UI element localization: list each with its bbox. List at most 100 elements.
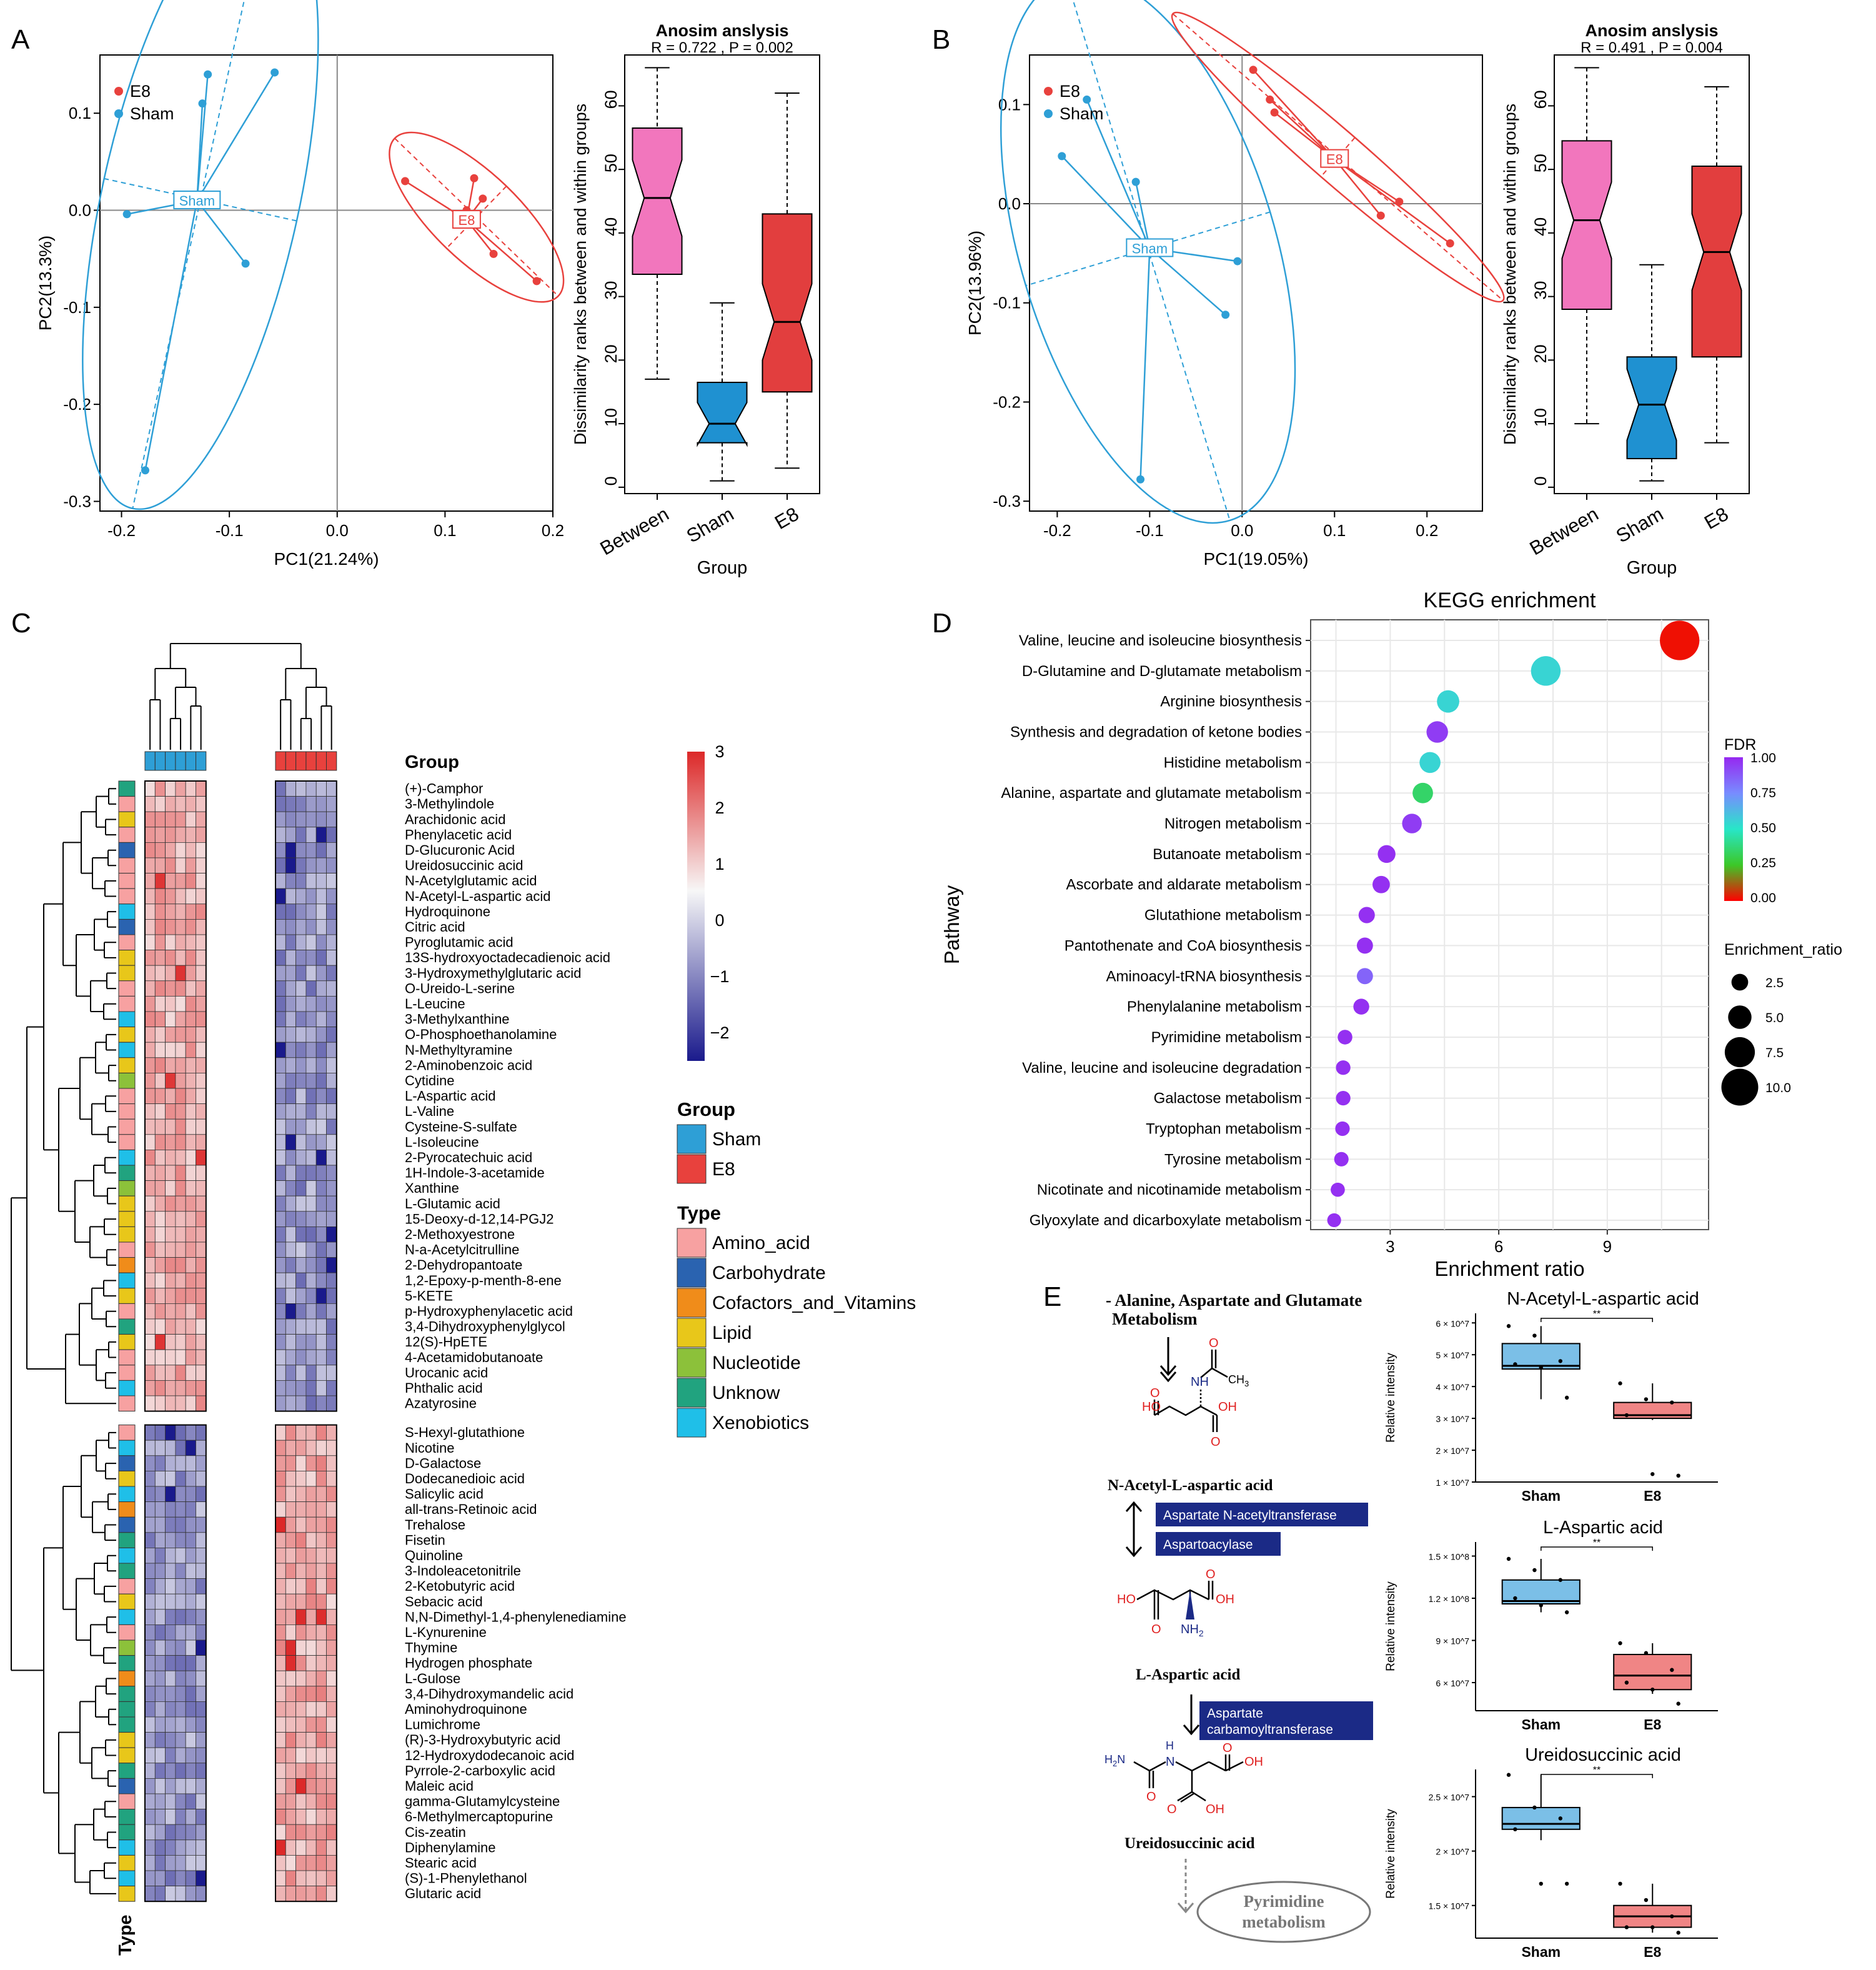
heatmap-cell: [285, 1057, 296, 1073]
heatmap-cell: [285, 1272, 296, 1289]
heatmap-cell: [285, 1195, 296, 1212]
heatmap-cell: [275, 1425, 286, 1441]
y-tick-label: 2.5 × 10^7: [1429, 1793, 1470, 1803]
centroid-label: Sham: [179, 193, 215, 209]
heatmap-cell: [285, 1686, 296, 1702]
atom-o-6: O: [1146, 1790, 1156, 1804]
heatmap-cell: [165, 857, 176, 874]
heatmap-cell: [185, 842, 196, 858]
legend-label: Amino_acid: [712, 1233, 810, 1253]
heatmap-cell: [285, 1563, 296, 1579]
heatmap-cell: [154, 1732, 166, 1748]
heatmap-cell: [295, 1732, 307, 1748]
group-tile-sham: [154, 751, 166, 771]
heatmap-cell: [326, 965, 337, 982]
heatmap-cell: [154, 1303, 166, 1320]
heatmap-cell: [185, 1303, 196, 1320]
heatmap-cell: [315, 1088, 327, 1105]
row-dendrogram: [106, 1616, 116, 1633]
spider-line: [144, 200, 198, 471]
data-point: [1624, 1925, 1629, 1929]
row-dendrogram: [107, 1770, 116, 1787]
row-dendrogram: [104, 1524, 116, 1541]
heatmap-cell: [175, 1886, 186, 1902]
column-dendrogram: [149, 699, 161, 750]
heatmap-cell: [154, 1150, 166, 1166]
heatmap-cell: [175, 1241, 186, 1258]
pathway-label: Valine, leucine and isoleucine degradati…: [1022, 1060, 1302, 1077]
heatmap-cell: [144, 1747, 156, 1764]
heatmap-cell: [315, 1272, 327, 1289]
heatmap-cell: [165, 1103, 176, 1120]
x-tick-label: 0.0: [1231, 521, 1253, 540]
metabolite-label: D-Glucuronic Acid: [405, 842, 515, 858]
type-tile: [118, 827, 136, 843]
heatmap-cell: [165, 903, 176, 920]
heatmap-cell: [196, 1288, 207, 1304]
x-axis-label: Group: [697, 558, 748, 578]
heatmap-cell: [144, 1793, 156, 1810]
heatmap-cell: [326, 1701, 337, 1718]
heatmap-cell: [196, 1778, 207, 1794]
heatmap-cell: [315, 1334, 327, 1350]
heatmap-cell: [154, 1226, 166, 1243]
row-dendrogram: [62, 842, 81, 967]
spider-line: [196, 103, 204, 201]
row-dendrogram: [104, 1157, 116, 1174]
heatmap-cell: [315, 980, 327, 997]
heatmap-cell: [165, 1809, 176, 1825]
heatmap-cell: [175, 1793, 186, 1810]
heatmap-cell: [144, 919, 156, 935]
pathway-label: Ascorbate and aldarate metabolism: [1066, 877, 1302, 893]
pathway-bubble: [1419, 752, 1441, 774]
row-dendrogram: [92, 857, 108, 890]
heatmap-cell: [165, 1455, 176, 1471]
column-dendrogram-root: [169, 643, 302, 669]
heatmap-cell: [154, 1440, 166, 1456]
heatmap-cell: [165, 1578, 176, 1594]
pathway-bubble: [1437, 690, 1459, 713]
heatmap-cell: [175, 1670, 186, 1687]
heatmap-cell: [295, 796, 307, 812]
data-point: [1564, 1881, 1569, 1886]
type-tile: [118, 1072, 136, 1089]
metabolite-label: Sebacic acid: [405, 1594, 483, 1609]
heatmap-cell: [165, 934, 176, 951]
heatmap-cell: [275, 1870, 286, 1887]
metabolite-label: Pyroglutamic acid: [405, 935, 514, 950]
data-point: [1564, 1610, 1569, 1614]
column-dendrogram: [174, 687, 197, 719]
heatmap-cell: [175, 1073, 186, 1089]
data-point: [1644, 1898, 1649, 1903]
heatmap-cell: [315, 1686, 327, 1702]
heatmap-cell: [154, 1272, 166, 1289]
heatmap-cell: [295, 1395, 307, 1412]
heatmap-cell: [154, 1241, 166, 1258]
data-point: [1670, 1400, 1674, 1405]
box-sham: [1626, 356, 1677, 460]
metabolite-label: Nicotine: [405, 1440, 454, 1456]
heatmap-cell: [305, 1165, 317, 1182]
heatmap-cell: [326, 1809, 337, 1825]
heatmap-cell: [326, 1211, 337, 1227]
pathway-bubble: [1377, 845, 1396, 863]
y-tick-label: -0.1: [63, 298, 91, 317]
heatmap-cell: [285, 1425, 296, 1441]
type-tile: [118, 873, 136, 889]
heatmap-cell: [154, 1195, 166, 1212]
heatmap-cell: [165, 1088, 176, 1105]
heatmap-cell: [305, 1501, 317, 1518]
heatmap-cell: [196, 1455, 207, 1471]
pathway-label: Synthesis and degradation of ketone bodi…: [1010, 724, 1302, 741]
heatmap-cell: [285, 1886, 296, 1902]
heatmap-cell: [154, 919, 166, 935]
heatmap-cell: [315, 1318, 327, 1335]
colorbar-tick: 1: [715, 855, 724, 873]
heatmap-cell: [175, 1257, 186, 1273]
x-tick-label: E8: [1644, 1488, 1661, 1504]
plot-frame: [99, 54, 553, 512]
heatmap-cell: [305, 950, 317, 966]
reversible-arrow: [1125, 1501, 1143, 1558]
heatmap-cell: [144, 888, 156, 905]
heatmap-cell: [185, 1226, 196, 1243]
